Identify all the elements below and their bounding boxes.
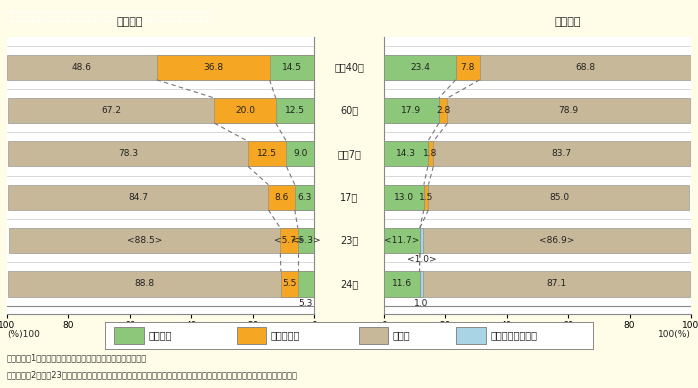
Text: 7.8: 7.8 bbox=[461, 63, 475, 72]
Text: 78.9: 78.9 bbox=[558, 106, 579, 115]
Text: 14.5: 14.5 bbox=[282, 63, 302, 72]
Text: 48.6: 48.6 bbox=[72, 63, 92, 72]
Bar bbox=[8, 98, 314, 123]
Bar bbox=[269, 55, 314, 80]
Text: <11.7>: <11.7> bbox=[384, 236, 419, 245]
Text: 〈女性〉: 〈女性〉 bbox=[117, 17, 143, 27]
Text: 24年: 24年 bbox=[340, 279, 358, 289]
Text: 従業上の地位不詳: 従業上の地位不詳 bbox=[491, 331, 537, 341]
Text: 11.6: 11.6 bbox=[392, 279, 412, 288]
Text: 14.3: 14.3 bbox=[396, 149, 416, 158]
Text: 68.8: 68.8 bbox=[575, 63, 595, 72]
Bar bbox=[456, 55, 480, 80]
Text: 2．平成23年の〈　〉内の割合は，岩手県，宮城県及び福島県について総務省が補完的に推計した値を用いている。: 2．平成23年の〈 〉内の割合は，岩手県，宮城県及び福島県について総務省が補完的… bbox=[7, 371, 298, 379]
Text: <1.0>: <1.0> bbox=[406, 255, 436, 264]
Text: 84.7: 84.7 bbox=[128, 193, 148, 202]
Bar bbox=[384, 228, 419, 253]
Bar bbox=[428, 141, 433, 166]
Bar bbox=[419, 228, 423, 253]
Bar bbox=[384, 55, 691, 80]
Bar bbox=[114, 327, 144, 344]
Bar bbox=[156, 55, 314, 80]
Text: 36.8: 36.8 bbox=[203, 63, 223, 72]
Bar bbox=[8, 228, 314, 253]
Text: 9.0: 9.0 bbox=[293, 149, 307, 158]
Text: 87.1: 87.1 bbox=[547, 279, 566, 288]
Bar bbox=[286, 141, 314, 166]
Bar bbox=[384, 185, 690, 210]
Text: 88.8: 88.8 bbox=[135, 279, 155, 288]
Text: 12.5: 12.5 bbox=[285, 106, 305, 115]
Text: 家族従業者: 家族従業者 bbox=[271, 331, 300, 341]
Text: 1.0: 1.0 bbox=[414, 299, 429, 308]
Bar bbox=[237, 327, 266, 344]
Text: 13.0: 13.0 bbox=[394, 193, 414, 202]
Bar bbox=[8, 141, 314, 166]
Text: 17.9: 17.9 bbox=[401, 106, 422, 115]
Text: 12.5: 12.5 bbox=[258, 149, 277, 158]
Text: 〈男性〉: 〈男性〉 bbox=[555, 17, 581, 27]
Bar bbox=[384, 141, 428, 166]
Bar bbox=[384, 98, 439, 123]
Text: 78.3: 78.3 bbox=[118, 149, 138, 158]
Bar bbox=[359, 327, 388, 344]
Bar bbox=[384, 228, 690, 253]
Bar bbox=[419, 271, 422, 296]
Text: <88.5>: <88.5> bbox=[127, 236, 162, 245]
Bar bbox=[268, 185, 314, 210]
Bar bbox=[384, 141, 690, 166]
Text: 1.8: 1.8 bbox=[424, 149, 438, 158]
Text: 85.0: 85.0 bbox=[549, 193, 569, 202]
Text: 8.6: 8.6 bbox=[274, 193, 289, 202]
Text: 17年: 17年 bbox=[340, 192, 358, 202]
Bar bbox=[384, 271, 690, 296]
Text: <5.7>: <5.7> bbox=[274, 236, 304, 245]
Bar bbox=[439, 98, 447, 123]
Bar bbox=[384, 185, 424, 210]
Text: 雇用者: 雇用者 bbox=[393, 331, 410, 341]
Text: 5.5: 5.5 bbox=[282, 279, 297, 288]
Bar bbox=[276, 98, 314, 123]
Text: （備考）　1．総務省「労働力調査（基本集計）」より作成。: （備考） 1．総務省「労働力調査（基本集計）」より作成。 bbox=[7, 353, 147, 362]
Text: 67.2: 67.2 bbox=[101, 106, 121, 115]
Bar bbox=[7, 55, 314, 80]
Bar bbox=[281, 271, 314, 296]
Bar bbox=[456, 327, 486, 344]
Text: 第１－２－６図　就業者の従業上の地位別構成比の推移（男女別）: 第１－２－６図 就業者の従業上の地位別構成比の推移（男女別） bbox=[6, 10, 216, 23]
Text: (%)100: (%)100 bbox=[7, 330, 40, 339]
Text: 83.7: 83.7 bbox=[552, 149, 572, 158]
Text: 23年: 23年 bbox=[340, 236, 358, 246]
Text: 100(%): 100(%) bbox=[658, 330, 691, 339]
Bar bbox=[295, 185, 314, 210]
Bar bbox=[281, 228, 314, 253]
Text: 平成7年: 平成7年 bbox=[337, 149, 361, 159]
Text: <86.9>: <86.9> bbox=[539, 236, 574, 245]
Text: 昭和40年: 昭和40年 bbox=[334, 62, 364, 72]
Text: 6.3: 6.3 bbox=[297, 193, 311, 202]
Bar bbox=[298, 271, 314, 296]
Bar bbox=[424, 185, 429, 210]
Text: 2.8: 2.8 bbox=[436, 106, 450, 115]
Bar bbox=[248, 141, 314, 166]
Bar bbox=[8, 185, 314, 210]
Bar bbox=[298, 228, 314, 253]
Text: 自営業者: 自営業者 bbox=[149, 331, 172, 341]
Text: 20.0: 20.0 bbox=[235, 106, 255, 115]
Text: 5.3: 5.3 bbox=[299, 299, 313, 308]
Text: <5.3>: <5.3> bbox=[291, 236, 321, 245]
Bar bbox=[384, 271, 419, 296]
Bar bbox=[214, 98, 314, 123]
Bar bbox=[384, 55, 456, 80]
Text: 23.4: 23.4 bbox=[410, 63, 430, 72]
Bar bbox=[384, 98, 690, 123]
Text: 60年: 60年 bbox=[340, 106, 358, 116]
Bar bbox=[8, 271, 314, 296]
Text: 1.5: 1.5 bbox=[419, 193, 433, 202]
